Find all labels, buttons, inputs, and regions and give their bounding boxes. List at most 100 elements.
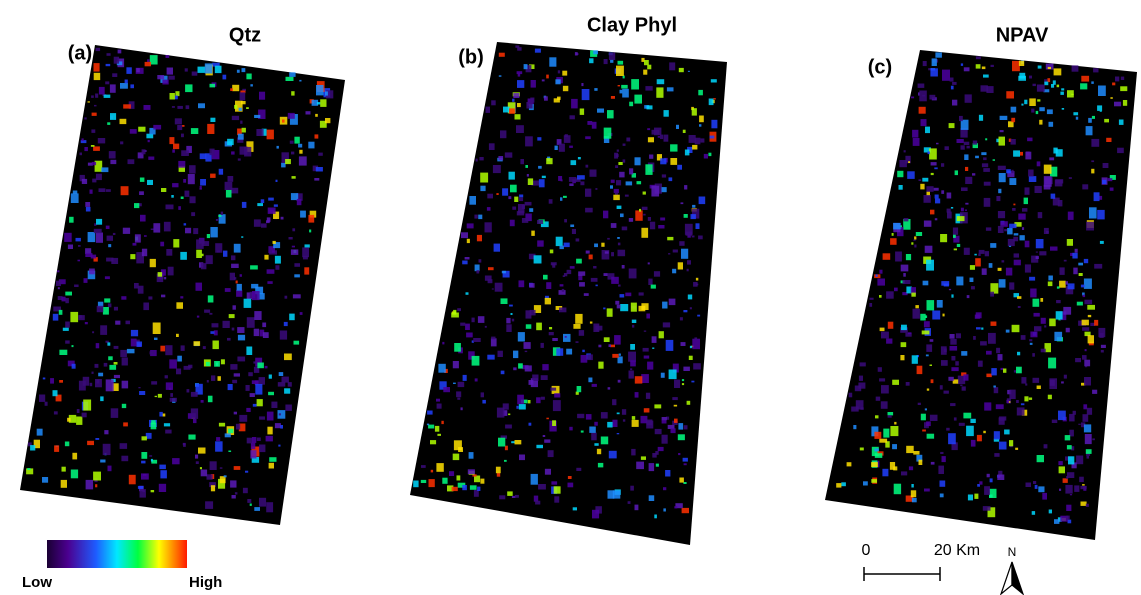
map-pixel-patch: [166, 249, 173, 256]
map-pixel-patch: [970, 418, 976, 423]
map-pixel-patch: [430, 469, 434, 473]
map-pixel-patch: [141, 460, 146, 464]
map-pixel-patch: [960, 128, 968, 138]
map-pixel-patch: [516, 211, 525, 216]
map-pixel-patch: [460, 322, 466, 326]
map-pixel-patch: [619, 294, 625, 298]
map-pixel-patch: [504, 445, 508, 451]
map-pixel-patch: [272, 240, 276, 244]
map-pixel-patch: [1086, 455, 1089, 459]
map-pixel-patch: [687, 234, 691, 238]
map-pixel-patch: [525, 213, 532, 222]
map-pixel-patch: [600, 412, 608, 419]
map-pixel-patch: [237, 327, 245, 333]
map-pixel-patch: [132, 242, 137, 246]
map-pixel-patch: [683, 214, 688, 218]
map-pixel-patch: [278, 372, 284, 376]
map-pixel-patch: [205, 255, 213, 265]
map-pixel-patch: [672, 268, 677, 274]
map-pixel-patch: [1061, 108, 1065, 110]
map-pixel-patch: [506, 324, 512, 332]
map-pixel-patch: [292, 228, 296, 232]
map-pixel-patch: [163, 221, 171, 232]
map-pixel-patch: [858, 375, 863, 381]
map-pixel-patch: [979, 481, 983, 485]
map-pixel-patch: [1087, 335, 1094, 344]
map-pixel-patch: [70, 469, 79, 479]
map-pixel-patch: [1070, 252, 1074, 256]
map-pixel-patch: [207, 123, 215, 134]
map-pixel-patch: [540, 396, 545, 400]
map-pixel-patch: [918, 179, 922, 181]
map-pixel-patch: [503, 106, 510, 113]
map-pixel-patch: [93, 471, 101, 481]
map-pixel-patch: [841, 482, 846, 487]
map-pixel-patch: [540, 342, 544, 348]
map-pixel-patch: [180, 251, 187, 260]
map-pixel-patch: [594, 421, 598, 426]
map-pixel-patch: [993, 431, 1000, 440]
map-pixel-patch: [874, 448, 879, 452]
map-pixel-patch: [594, 443, 599, 446]
map-pixel-patch: [293, 340, 300, 345]
map-pixel-patch: [1007, 389, 1012, 395]
map-pixel-patch: [259, 91, 266, 100]
map-pixel-patch: [120, 349, 127, 358]
map-pixel-patch: [566, 348, 573, 355]
map-pixel-patch: [98, 86, 105, 95]
map-pixel-patch: [474, 378, 478, 382]
map-pixel-patch: [585, 136, 591, 140]
map-pixel-patch: [646, 313, 650, 319]
map-pixel-patch: [688, 135, 696, 143]
map-pixel-patch: [514, 494, 519, 498]
map-pixel-patch: [1021, 103, 1024, 106]
map-pixel-patch: [246, 73, 252, 80]
map-pixel-patch: [183, 179, 187, 183]
map-pixel-patch: [264, 254, 269, 260]
map-pixel-patch: [95, 343, 100, 349]
map-pixel-patch: [480, 172, 489, 183]
map-pixel-patch: [1120, 76, 1125, 80]
map-pixel-patch: [524, 350, 528, 353]
map-pixel-patch: [1037, 65, 1042, 69]
map-pixel-patch: [660, 158, 667, 165]
map-pixel-patch: [89, 382, 93, 387]
map-pixel-patch: [65, 321, 70, 328]
map-pixel-patch: [1035, 110, 1039, 115]
map-pixel-patch: [655, 463, 659, 467]
map-pixel-patch: [500, 130, 507, 139]
map-pixel-patch: [283, 321, 288, 327]
map-pixel-patch: [984, 486, 990, 495]
map-pixel-patch: [662, 301, 668, 309]
map-pixel-patch: [1043, 227, 1049, 234]
map-pixel-patch: [569, 426, 573, 431]
map-pixel-patch: [504, 459, 507, 462]
map-pixel-patch: [507, 491, 513, 496]
map-pixel-patch: [511, 441, 515, 444]
map-pixel-patch: [949, 334, 955, 339]
map-pixel-patch: [879, 295, 882, 298]
map-pixel-patch: [649, 154, 654, 159]
map-pixel-patch: [126, 67, 132, 74]
map-pixel-patch: [589, 169, 597, 177]
map-pixel-patch: [102, 443, 111, 456]
map-pixel-patch: [104, 276, 110, 280]
map-pixel-patch: [464, 257, 470, 260]
map-pixel-patch: [231, 327, 235, 331]
map-pixel-patch: [1072, 252, 1078, 259]
map-pixel-patch: [1118, 119, 1124, 125]
map-pixel-patch: [900, 342, 907, 348]
map-pixel-patch: [611, 276, 619, 284]
map-pixel-patch: [514, 114, 521, 120]
map-pixel-patch: [484, 222, 492, 233]
map-pixel-patch: [628, 268, 637, 279]
map-pixel-patch: [1066, 239, 1073, 246]
map-pixel-patch: [990, 321, 997, 326]
map-pixel-patch: [530, 97, 535, 103]
map-pixel-patch: [214, 65, 222, 74]
map-pixel-patch: [195, 454, 199, 459]
map-pixel-patch: [96, 379, 100, 384]
map-pixel-patch: [172, 183, 179, 188]
map-pixel-patch: [199, 153, 207, 160]
map-pixel-patch: [1049, 318, 1056, 327]
